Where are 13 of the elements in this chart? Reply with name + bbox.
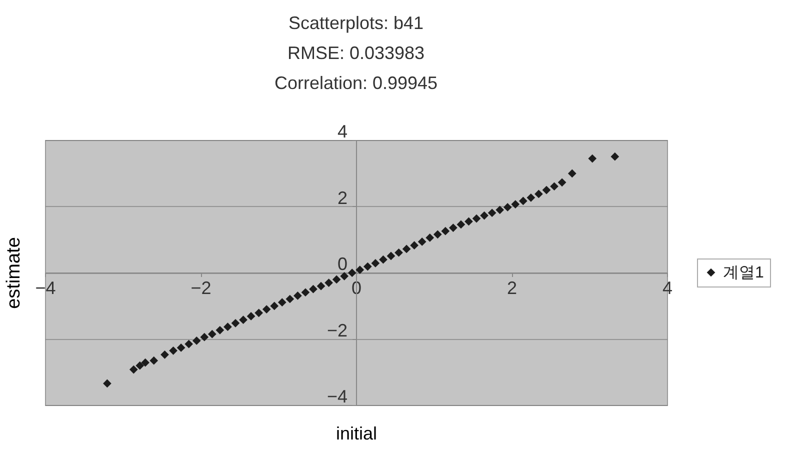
x-tick-label: 4 bbox=[662, 278, 673, 298]
x-tick-label: −2 bbox=[190, 278, 212, 298]
chart-title: Scatterplots: b41 RMSE: 0.033983 Correlation: 0.99945 bbox=[274, 13, 438, 93]
x-axis-title: initial bbox=[336, 424, 378, 444]
x-tick-label: −4 bbox=[35, 278, 56, 298]
y-tick-label: −4 bbox=[326, 386, 348, 406]
y-tick-label: −2 bbox=[326, 320, 348, 340]
y-tick-label: 2 bbox=[337, 188, 348, 208]
y-tick-label: 4 bbox=[337, 122, 348, 142]
y-axis-title: estimate bbox=[4, 237, 24, 309]
x-tick-label: 2 bbox=[506, 278, 518, 298]
legend-label: 계열1 bbox=[723, 264, 764, 282]
y-tick-label: 0 bbox=[337, 254, 348, 274]
